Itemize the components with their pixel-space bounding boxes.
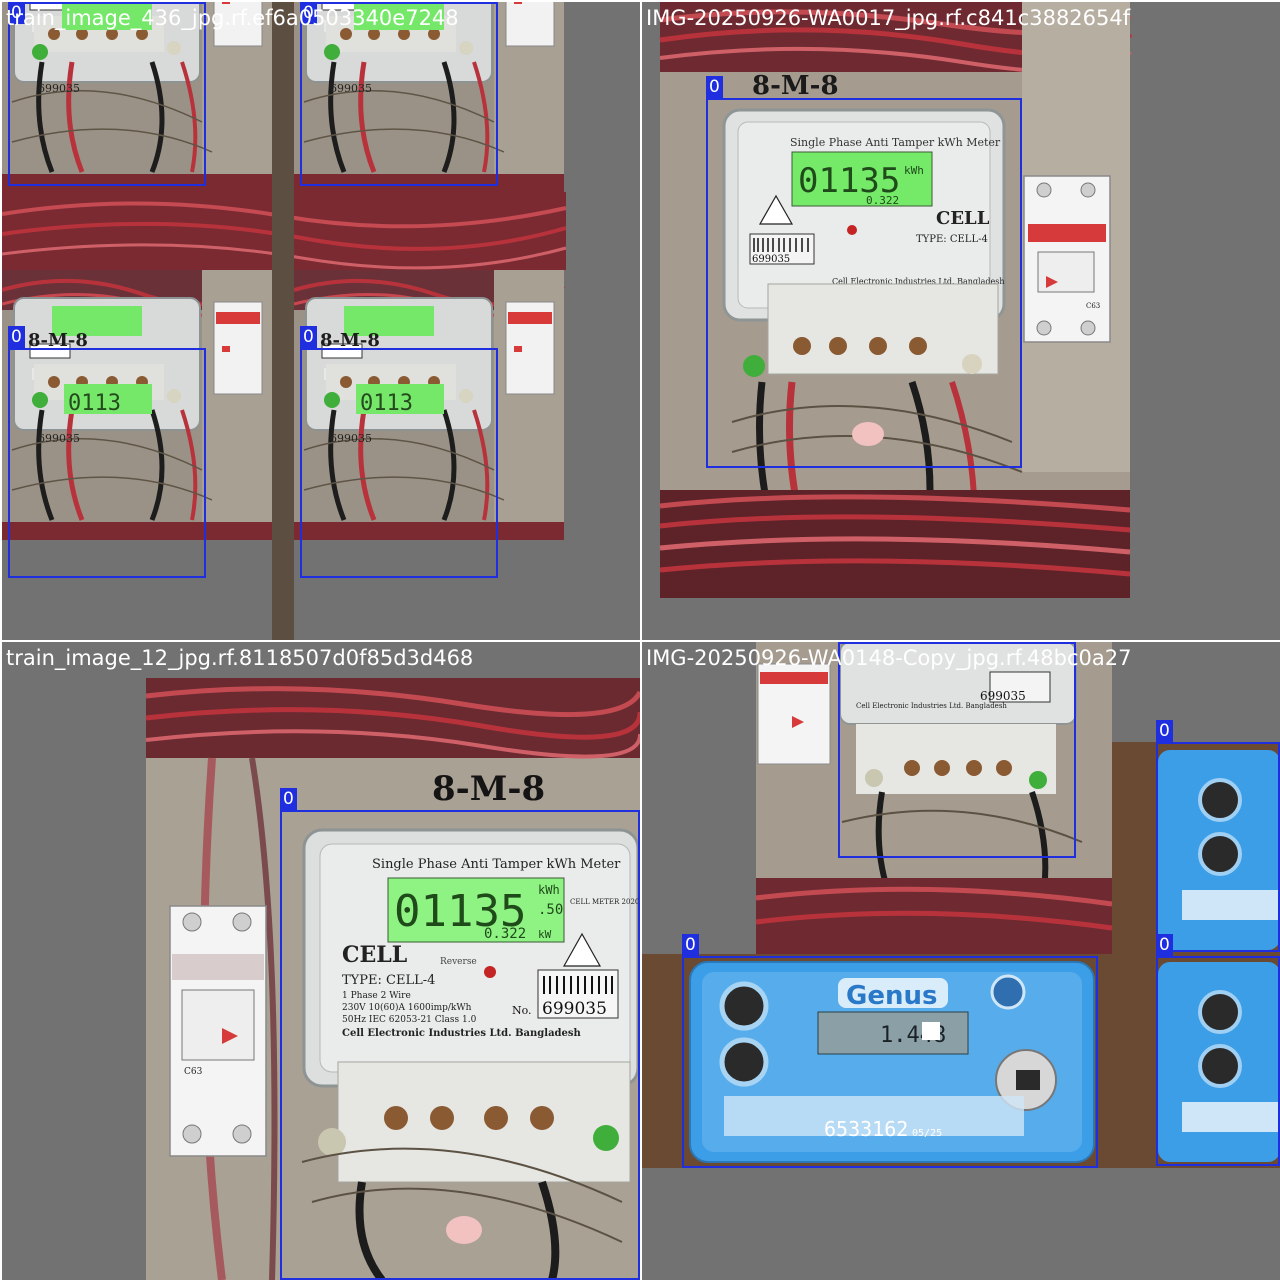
meter-heading: Single Phase Anti Tamper kWh Meter — [372, 857, 621, 872]
tile-2: 8-M-8 Single Phase Anti Tamper kWh Meter… — [642, 2, 1280, 640]
meter-brand: CELL — [342, 942, 407, 968]
bbox-class-label: 0 — [8, 2, 25, 24]
spec-line-3: 50Hz IEC 62053-21 Class 1.0 — [342, 1015, 477, 1025]
bounding-box: 0 — [682, 934, 1098, 1168]
svg-text:8-M-8: 8-M-8 — [432, 769, 545, 809]
svg-text:8-M-8: 8-M-8 — [752, 71, 839, 101]
meter-model: TYPE: CELL-4 — [342, 973, 435, 988]
tile-4-photo: 699035 Cell Electronic Industries Ltd. B… — [642, 642, 1280, 1168]
bbox-class-label: 0 — [682, 934, 699, 956]
bbox-class-label: 0 — [1156, 934, 1173, 956]
svg-text:0113: 0113 — [360, 391, 413, 416]
breaker-rating: C63 — [184, 1067, 203, 1077]
meter-brand: CELL — [936, 208, 990, 229]
bbox-class-label: 0 — [300, 326, 317, 348]
tile-2-photo: 8-M-8 Single Phase Anti Tamper kWh Meter… — [659, 2, 1133, 598]
bounding-box: 0 — [280, 788, 640, 1280]
lcd-unit: kWh — [904, 164, 924, 177]
meter-serial: 699035 — [542, 999, 607, 1019]
bounding-box: 0 — [8, 2, 206, 186]
tile-1-photo: 0113 0113 699035 699035 699035 699035 8-… — [2, 2, 640, 640]
bounding-box: 0 — [8, 326, 206, 578]
reverse-label: Reverse — [440, 957, 477, 967]
meter-serial: 699035 — [752, 254, 790, 265]
meter-maker: Cell Electronic Industries Ltd. Banglade… — [832, 277, 1005, 286]
tile-3: 8-M-8 Single Phase Anti Tamper kWh Meter… — [2, 642, 640, 1280]
genus-brand: Genus — [846, 981, 937, 1011]
meter-serial: 699035 — [980, 689, 1026, 703]
tile-3-title: train_image_12_jpg.rf.8118507d0f85d3d468 — [6, 646, 474, 670]
meter-heading: Single Phase Anti Tamper kWh Meter — [790, 136, 1001, 149]
breaker-rating: C63 — [1086, 302, 1100, 310]
lcd-sub-reading: 0.322 — [484, 926, 526, 942]
bbox-class-label: 0 — [280, 788, 297, 810]
bounding-box: 0 — [300, 326, 498, 578]
svg-text:699035: 699035 — [330, 432, 372, 445]
tile-1: 0113 0113 699035 699035 699035 699035 8-… — [2, 2, 640, 640]
svg-text:8-M-8: 8-M-8 — [320, 330, 380, 351]
svg-text:699035: 699035 — [38, 432, 80, 445]
svg-text:8-M-8: 8-M-8 — [28, 330, 88, 351]
bbox-class-label: 0 — [706, 76, 723, 98]
genus-serial-suffix: 05/25 — [912, 1128, 942, 1139]
svg-text:0113: 0113 — [68, 391, 121, 416]
svg-text:699035: 699035 — [330, 82, 372, 95]
spec-line-2: 230V 10(60)A 1600imp/kWh — [342, 1002, 472, 1013]
meter-badge: CELL METER 2020 — [570, 898, 639, 906]
bbox-class-label: 0 — [300, 2, 317, 24]
serial-prefix: No. — [512, 1004, 532, 1017]
svg-text:699035: 699035 — [38, 82, 80, 95]
lcd-reading: 01135 — [394, 886, 526, 937]
lcd-decimal: .50 — [538, 902, 563, 918]
bbox-class-label: 0 — [8, 326, 25, 348]
tile-4: 699035 Cell Electronic Industries Ltd. B… — [642, 642, 1280, 1280]
bbox-class-label: 0 — [1156, 720, 1173, 742]
tile-4-title: IMG-20250926-WA0148-Copy_jpg.rf.48bc0a27 — [646, 646, 1132, 670]
bounding-box: 0 — [1156, 720, 1280, 952]
genus-serial: 6533162 — [824, 1117, 908, 1141]
lcd-sub-unit: kW — [538, 928, 552, 941]
meter-maker: Cell Electronic Industries Ltd. Banglade… — [856, 702, 1007, 710]
tile-1-title: train_image_436_jpg.rf.ef6a0503340e7248 — [6, 6, 459, 30]
lcd-reading: 01135 — [798, 161, 900, 201]
tile-3-photo: 8-M-8 Single Phase Anti Tamper kWh Meter… — [145, 678, 640, 1280]
meter-model: TYPE: CELL-4 — [916, 234, 988, 245]
bounding-box: 0 — [1156, 934, 1280, 1166]
tile-2-title: IMG-20250926-WA0017_jpg.rf.c841c3882654f — [646, 6, 1131, 30]
spec-line-1: 1 Phase 2 Wire — [342, 991, 411, 1001]
bounding-box: 0 — [838, 642, 1076, 858]
bounding-box: 0 — [706, 76, 1022, 468]
lcd-unit: kWh — [538, 883, 560, 897]
bounding-box: 0 — [300, 2, 498, 186]
mini-lcd-group — [62, 2, 444, 414]
lcd-sub-reading: 0.322 — [866, 194, 899, 207]
meter-maker: Cell Electronic Industries Ltd. Banglade… — [342, 1028, 582, 1039]
